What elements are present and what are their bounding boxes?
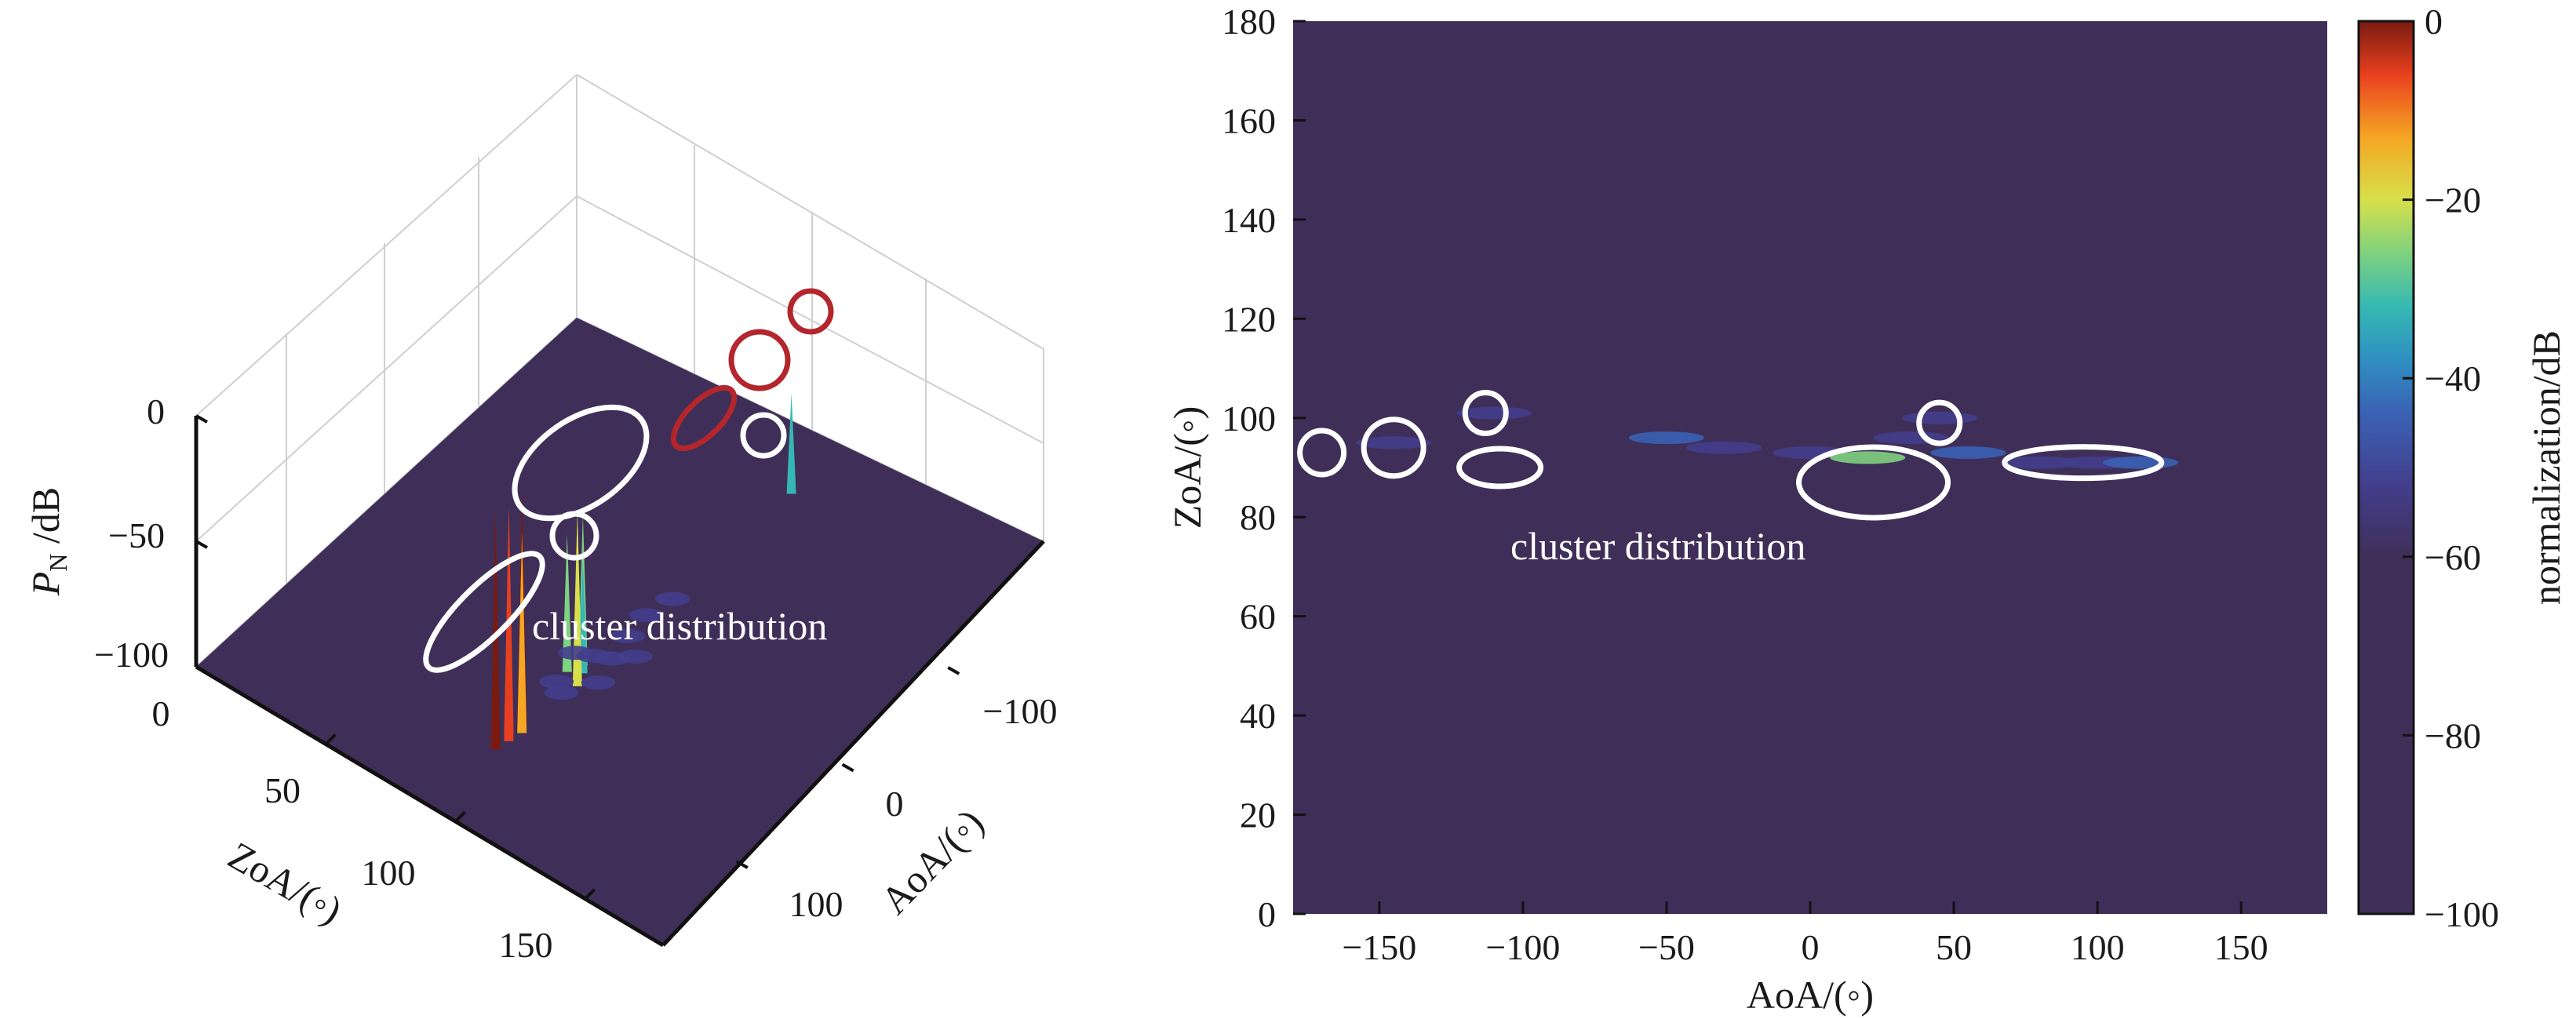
surface-haze bbox=[655, 591, 690, 606]
x-tick-label: −150 bbox=[1342, 927, 1416, 967]
colorbar-tick-label: 0 bbox=[2425, 2, 2443, 42]
colorbar-tick-label: −40 bbox=[2425, 358, 2481, 399]
x-tick-label: 50 bbox=[1936, 927, 1972, 967]
cluster-ellipse-strong bbox=[670, 384, 738, 452]
y-tick-label: 80 bbox=[1240, 497, 1276, 537]
cluster-marker bbox=[2002, 444, 2165, 482]
z-tick-label: −100 bbox=[94, 635, 169, 675]
cluster-circle-strong bbox=[728, 329, 791, 391]
surface-peak bbox=[562, 533, 572, 672]
heatmap-feature bbox=[1628, 431, 1704, 445]
x-axis-title: AoA/(◦) bbox=[1747, 973, 1874, 1017]
heatmap-feature bbox=[1830, 451, 1906, 464]
y-tick-label: 20 bbox=[1240, 795, 1276, 835]
surface-haze bbox=[629, 608, 664, 623]
heatmap-feature bbox=[1456, 406, 1532, 420]
cluster-ellipse bbox=[423, 551, 545, 673]
y-tick-label: 60 bbox=[1240, 597, 1276, 637]
heatmap-feature bbox=[2103, 456, 2179, 469]
y-tick bbox=[454, 810, 466, 823]
surface-haze bbox=[539, 675, 574, 690]
y-tick-label: 100 bbox=[362, 853, 416, 893]
cluster-annotation: cluster distribution bbox=[532, 604, 827, 648]
colorbar-tick-label: −100 bbox=[2425, 894, 2499, 934]
heatmap-feature bbox=[1686, 441, 1762, 454]
z-tick bbox=[195, 414, 208, 424]
surface-haze bbox=[581, 675, 616, 690]
cluster-marker bbox=[1456, 446, 1544, 489]
y-tick-label: 120 bbox=[1222, 299, 1276, 339]
x-tick-label: −100 bbox=[1485, 927, 1560, 967]
y-tick-label: 140 bbox=[1222, 200, 1276, 240]
surface-peak bbox=[786, 393, 796, 494]
z-tick bbox=[195, 540, 208, 549]
surface-haze bbox=[618, 650, 653, 664]
heatmap-plot: cluster distribution −150 −100 −50 0 50 100 15… bbox=[1165, 2, 2568, 1017]
cluster-circle bbox=[740, 412, 787, 459]
surface-3d-plot: 0 −50 −100 0 50 100 150 −100 0 100 PN /d… bbox=[24, 74, 1058, 965]
x-tick-label: −50 bbox=[1638, 927, 1695, 967]
colorbar-title: normalization/dB bbox=[2524, 330, 2568, 605]
cluster-ellipse bbox=[512, 404, 650, 522]
cluster-circle bbox=[549, 511, 599, 561]
cluster-markers-2d bbox=[1297, 389, 2165, 521]
x-tick-label: 150 bbox=[2214, 927, 2268, 967]
y-tick-label: 50 bbox=[264, 770, 301, 810]
surface-peaks bbox=[490, 393, 796, 750]
y-tick-label: 100 bbox=[1222, 399, 1276, 439]
colorbar bbox=[2357, 20, 2415, 915]
x-tick bbox=[841, 762, 854, 773]
x-tick-label: 100 bbox=[2071, 927, 2125, 967]
cluster-marker bbox=[1796, 444, 1951, 521]
surface-peak bbox=[490, 505, 501, 750]
surface-haze bbox=[610, 628, 645, 643]
cluster-annotation: cluster distribution bbox=[1510, 524, 1805, 568]
cluster-circle-strong bbox=[787, 288, 834, 335]
cluster-markers-3d bbox=[423, 288, 834, 673]
z-tick bbox=[195, 665, 208, 675]
x-tick-label: −100 bbox=[983, 691, 1058, 731]
y-axis-title: ZoA/(◦) bbox=[221, 833, 350, 933]
cluster-marker bbox=[1297, 428, 1347, 478]
z-axis-title: PN /dB bbox=[24, 487, 72, 596]
x-tick-label: 100 bbox=[789, 884, 843, 924]
y-tick-label: 0 bbox=[1258, 894, 1276, 934]
heatmap-area bbox=[1293, 21, 2327, 914]
y-tick-label: 0 bbox=[152, 693, 170, 733]
cluster-marker bbox=[1916, 399, 1963, 446]
y-axis-title: ZoA/(◦) bbox=[1165, 406, 1209, 530]
y-tick-label: 40 bbox=[1240, 696, 1276, 736]
x-tick-label: 0 bbox=[1802, 927, 1820, 967]
tick-marks-3d bbox=[195, 414, 960, 901]
colorbar-tick-label: −20 bbox=[2425, 180, 2481, 220]
colorbar-tick-label: −80 bbox=[2425, 715, 2481, 755]
x-tick bbox=[947, 666, 960, 675]
y-tick bbox=[584, 888, 596, 901]
z-tick-label: 0 bbox=[147, 391, 165, 431]
y-tick-label: 150 bbox=[499, 925, 553, 965]
cluster-marker bbox=[1361, 417, 1426, 479]
heatmap-feature bbox=[1930, 446, 2006, 460]
surface-peak bbox=[517, 532, 527, 733]
heatmap-feature bbox=[2002, 456, 2078, 469]
heatmap-ticks: −150 −100 −50 0 50 100 150 0 20 40 60 80 100 120 140 16… bbox=[1222, 2, 2268, 967]
surface-peak bbox=[572, 510, 582, 686]
back-grid bbox=[195, 74, 1044, 668]
x-tick-label: 0 bbox=[886, 784, 904, 824]
cluster-marker bbox=[1462, 389, 1509, 436]
heatmap-feature bbox=[1901, 411, 1977, 424]
colorbar-ticks: 0 −20 −40 −60 −80 −100 bbox=[2403, 2, 2499, 934]
y-tick-label: 160 bbox=[1222, 100, 1276, 140]
heatmap-feature bbox=[1356, 436, 1432, 449]
y-tick bbox=[324, 733, 337, 746]
z-tick-label: −50 bbox=[108, 515, 165, 555]
y-tick-label: 180 bbox=[1222, 2, 1276, 42]
surface-haze bbox=[544, 686, 579, 701]
x-tick bbox=[735, 860, 749, 869]
colorbar-tick-label: −60 bbox=[2425, 537, 2481, 577]
